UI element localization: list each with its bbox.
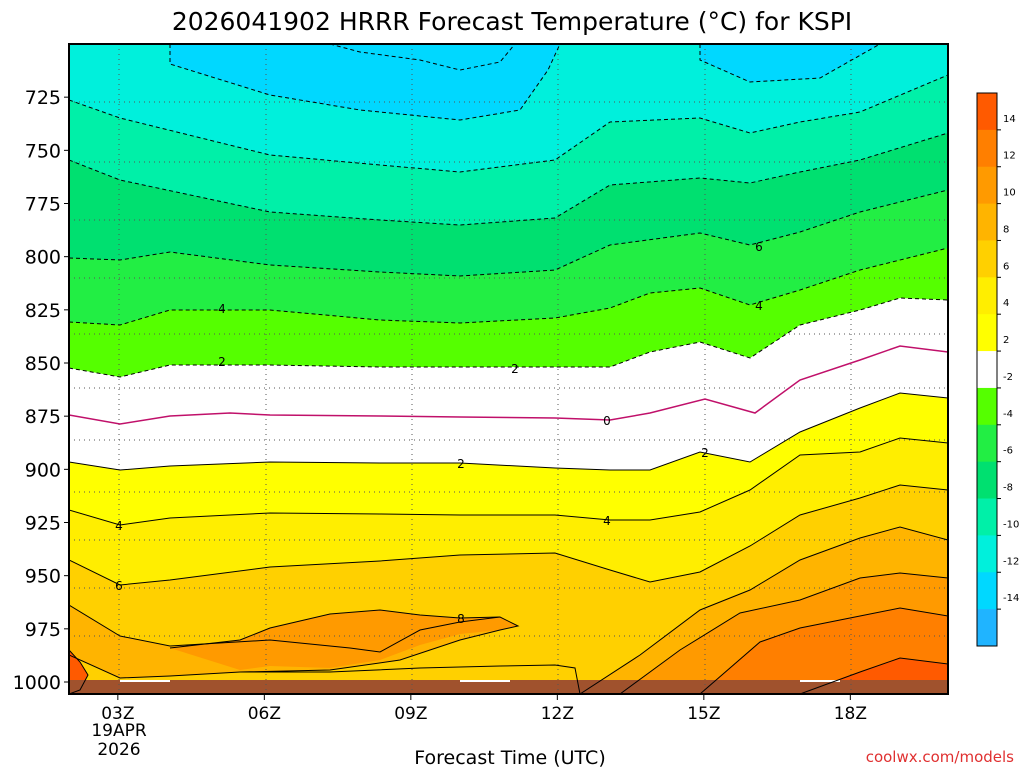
x-tick-label: 09Z bbox=[394, 704, 427, 724]
colorbar-label: 6 bbox=[1003, 261, 1009, 272]
freezing-level-line bbox=[69, 345, 948, 425]
colorbar-label: 10 bbox=[1003, 188, 1016, 199]
positive-contours bbox=[69, 392, 948, 694]
y-tick-label: 800 bbox=[25, 247, 61, 269]
x-tick-label: 06Z bbox=[248, 704, 281, 724]
colorbar-label: 8 bbox=[1003, 224, 1009, 235]
colorbar-label: -2 bbox=[1003, 372, 1013, 383]
y-tick-label: 950 bbox=[25, 566, 61, 588]
colorbar-frame bbox=[976, 92, 998, 647]
colorbar-label: 12 bbox=[1003, 151, 1016, 162]
contour-labels: 0 2 2 2 4 4 6 8 2 4 6 4 bbox=[115, 240, 763, 626]
colorbar-swatch bbox=[977, 240, 997, 278]
x-tick-label: 15Z bbox=[687, 704, 720, 724]
y-tick-label: 775 bbox=[25, 194, 61, 216]
y-tick-label: 825 bbox=[25, 300, 61, 322]
x-tick-label: 18Z bbox=[834, 704, 867, 724]
plot-frame bbox=[68, 43, 949, 695]
contour-label: 0 bbox=[603, 414, 611, 428]
x-tick-date: 19APR bbox=[91, 721, 147, 741]
x-axis-label: Forecast Time (UTC) bbox=[414, 747, 605, 768]
colorbar-label: 14 bbox=[1003, 114, 1016, 125]
contour-label: 4 bbox=[603, 514, 611, 528]
colorbar-label: -8 bbox=[1003, 483, 1013, 494]
negative-contours bbox=[69, 44, 948, 378]
contour-label: 4 bbox=[218, 302, 226, 316]
y-tick-label: 925 bbox=[25, 513, 61, 535]
colorbar-swatch bbox=[977, 609, 997, 647]
contour-label: 6 bbox=[115, 579, 123, 593]
x-tick-label: 12Z bbox=[541, 704, 574, 724]
colorbar-swatch bbox=[977, 314, 997, 352]
x-tick-year: 2026 bbox=[97, 740, 140, 760]
colorbar-label: -10 bbox=[1003, 519, 1019, 530]
x-tick-label: 03Z bbox=[101, 704, 134, 724]
colorbar-swatch bbox=[977, 203, 997, 241]
colorbar-swatch bbox=[977, 572, 997, 610]
y-tick-label: 975 bbox=[25, 619, 61, 641]
y-tick-label: 900 bbox=[25, 459, 61, 481]
ground-strip bbox=[69, 680, 948, 694]
credit-text: coolwx.com/models bbox=[866, 748, 1014, 766]
y-tick-label: 850 bbox=[25, 353, 61, 375]
contour-label: 2 bbox=[457, 457, 465, 471]
contour-label: 8 bbox=[457, 612, 465, 626]
y-tick-label: 725 bbox=[25, 87, 61, 109]
colorbar-swatch bbox=[977, 461, 997, 500]
contour-label: 2 bbox=[701, 446, 709, 460]
y-axis: 725 750 775 800 825 850 875 900 925 950 975 1000 bbox=[13, 87, 69, 694]
colorbar-swatch bbox=[977, 351, 997, 389]
band-minus12 bbox=[170, 44, 880, 120]
colorbar-swatch bbox=[977, 277, 997, 315]
chart-title: 2026041902 HRRR Forecast Temperature (°C… bbox=[172, 7, 852, 36]
contour-label: 2 bbox=[511, 362, 519, 376]
colorbar-swatch bbox=[977, 387, 997, 426]
gridlines bbox=[69, 44, 948, 694]
contour-label: 4 bbox=[755, 299, 763, 313]
colorbar-label: -12 bbox=[1003, 556, 1019, 567]
colorbar-swatch bbox=[977, 424, 997, 463]
colorbar-swatch bbox=[977, 166, 997, 205]
colorbar-swatch bbox=[977, 129, 997, 168]
colorbar-label: -6 bbox=[1003, 446, 1013, 457]
contour-label: 2 bbox=[218, 355, 226, 369]
y-tick-label: 875 bbox=[25, 406, 61, 428]
colorbar-swatch bbox=[977, 498, 997, 536]
colorbar-label: 4 bbox=[1003, 298, 1009, 309]
colorbar-label: -4 bbox=[1003, 409, 1013, 420]
y-tick-label: 750 bbox=[25, 140, 61, 162]
x-axis: 03Z 06Z 09Z 12Z 15Z 18Z bbox=[101, 694, 867, 724]
colorbar-label: -14 bbox=[1003, 593, 1019, 604]
contour-label: 6 bbox=[755, 240, 763, 254]
colorbar-swatch bbox=[977, 535, 997, 573]
y-tick-label: 1000 bbox=[13, 672, 61, 694]
colorbar: 14 12 10 8 6 4 2 -2 -4 -6 -8 -10 -12 -14 bbox=[976, 92, 1019, 647]
contour-label: 4 bbox=[115, 519, 123, 533]
colorbar-label: 2 bbox=[1003, 335, 1009, 346]
colorbar-swatch bbox=[977, 93, 997, 131]
